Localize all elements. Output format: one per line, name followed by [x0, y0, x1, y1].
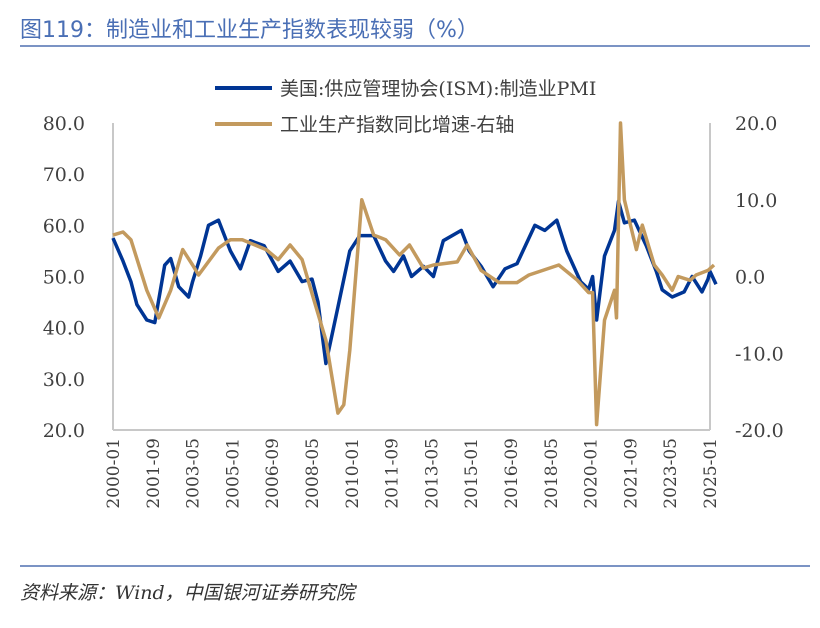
left-tick-label: 40.0 [43, 318, 85, 340]
x-tick-label: 2011-09 [383, 438, 403, 509]
right-tick-label: 20.0 [735, 113, 777, 135]
x-tick-label: 2005-01 [223, 438, 243, 509]
x-tick-label: 2016-09 [502, 438, 522, 509]
figure-title: 图119：制造业和工业生产指数表现较弱（%） [20, 18, 479, 43]
left-tick-label: 20.0 [43, 420, 85, 442]
x-tick-label: 2020-01 [582, 438, 602, 509]
legend-label: 工业生产指数同比增速-右轴 [280, 114, 514, 136]
legend-label: 美国:供应管理协会(ISM):制造业PMI [280, 78, 596, 100]
x-tick-label: 2023-05 [661, 438, 681, 509]
x-tick-label: 2010-01 [343, 438, 363, 509]
x-tick-label: 2013-05 [422, 438, 442, 509]
left-tick-label: 70.0 [43, 164, 85, 186]
x-tick-label: 2008-05 [303, 438, 323, 509]
left-tick-label: 30.0 [43, 369, 85, 391]
x-tick-label: 2025-01 [701, 438, 721, 509]
x-tick-label: 2006-09 [263, 438, 283, 509]
x-tick-label: 2015-01 [462, 438, 482, 509]
top-rule [20, 45, 810, 47]
right-tick-label: 0.0 [735, 267, 765, 289]
left-tick-label: 60.0 [43, 215, 85, 237]
series-line-industrial-production [112, 121, 716, 427]
right-tick-label: -20.0 [735, 420, 784, 442]
x-tick-label: 2003-05 [184, 438, 204, 509]
source-note: 资料来源：Wind，中国银河证券研究院 [20, 582, 355, 604]
x-tick-label: 2021-09 [621, 438, 641, 509]
right-tick-label: 10.0 [735, 190, 777, 212]
x-tick-label: 2000-01 [104, 438, 124, 509]
bottom-rule [20, 565, 810, 567]
left-tick-label: 80.0 [43, 113, 85, 135]
series-line-ism-pmi [111, 199, 718, 366]
right-tick-label: -10.0 [735, 343, 784, 365]
left-tick-label: 50.0 [43, 267, 85, 289]
x-tick-label: 2001-09 [144, 438, 164, 509]
x-tick-label: 2018-05 [542, 438, 562, 509]
